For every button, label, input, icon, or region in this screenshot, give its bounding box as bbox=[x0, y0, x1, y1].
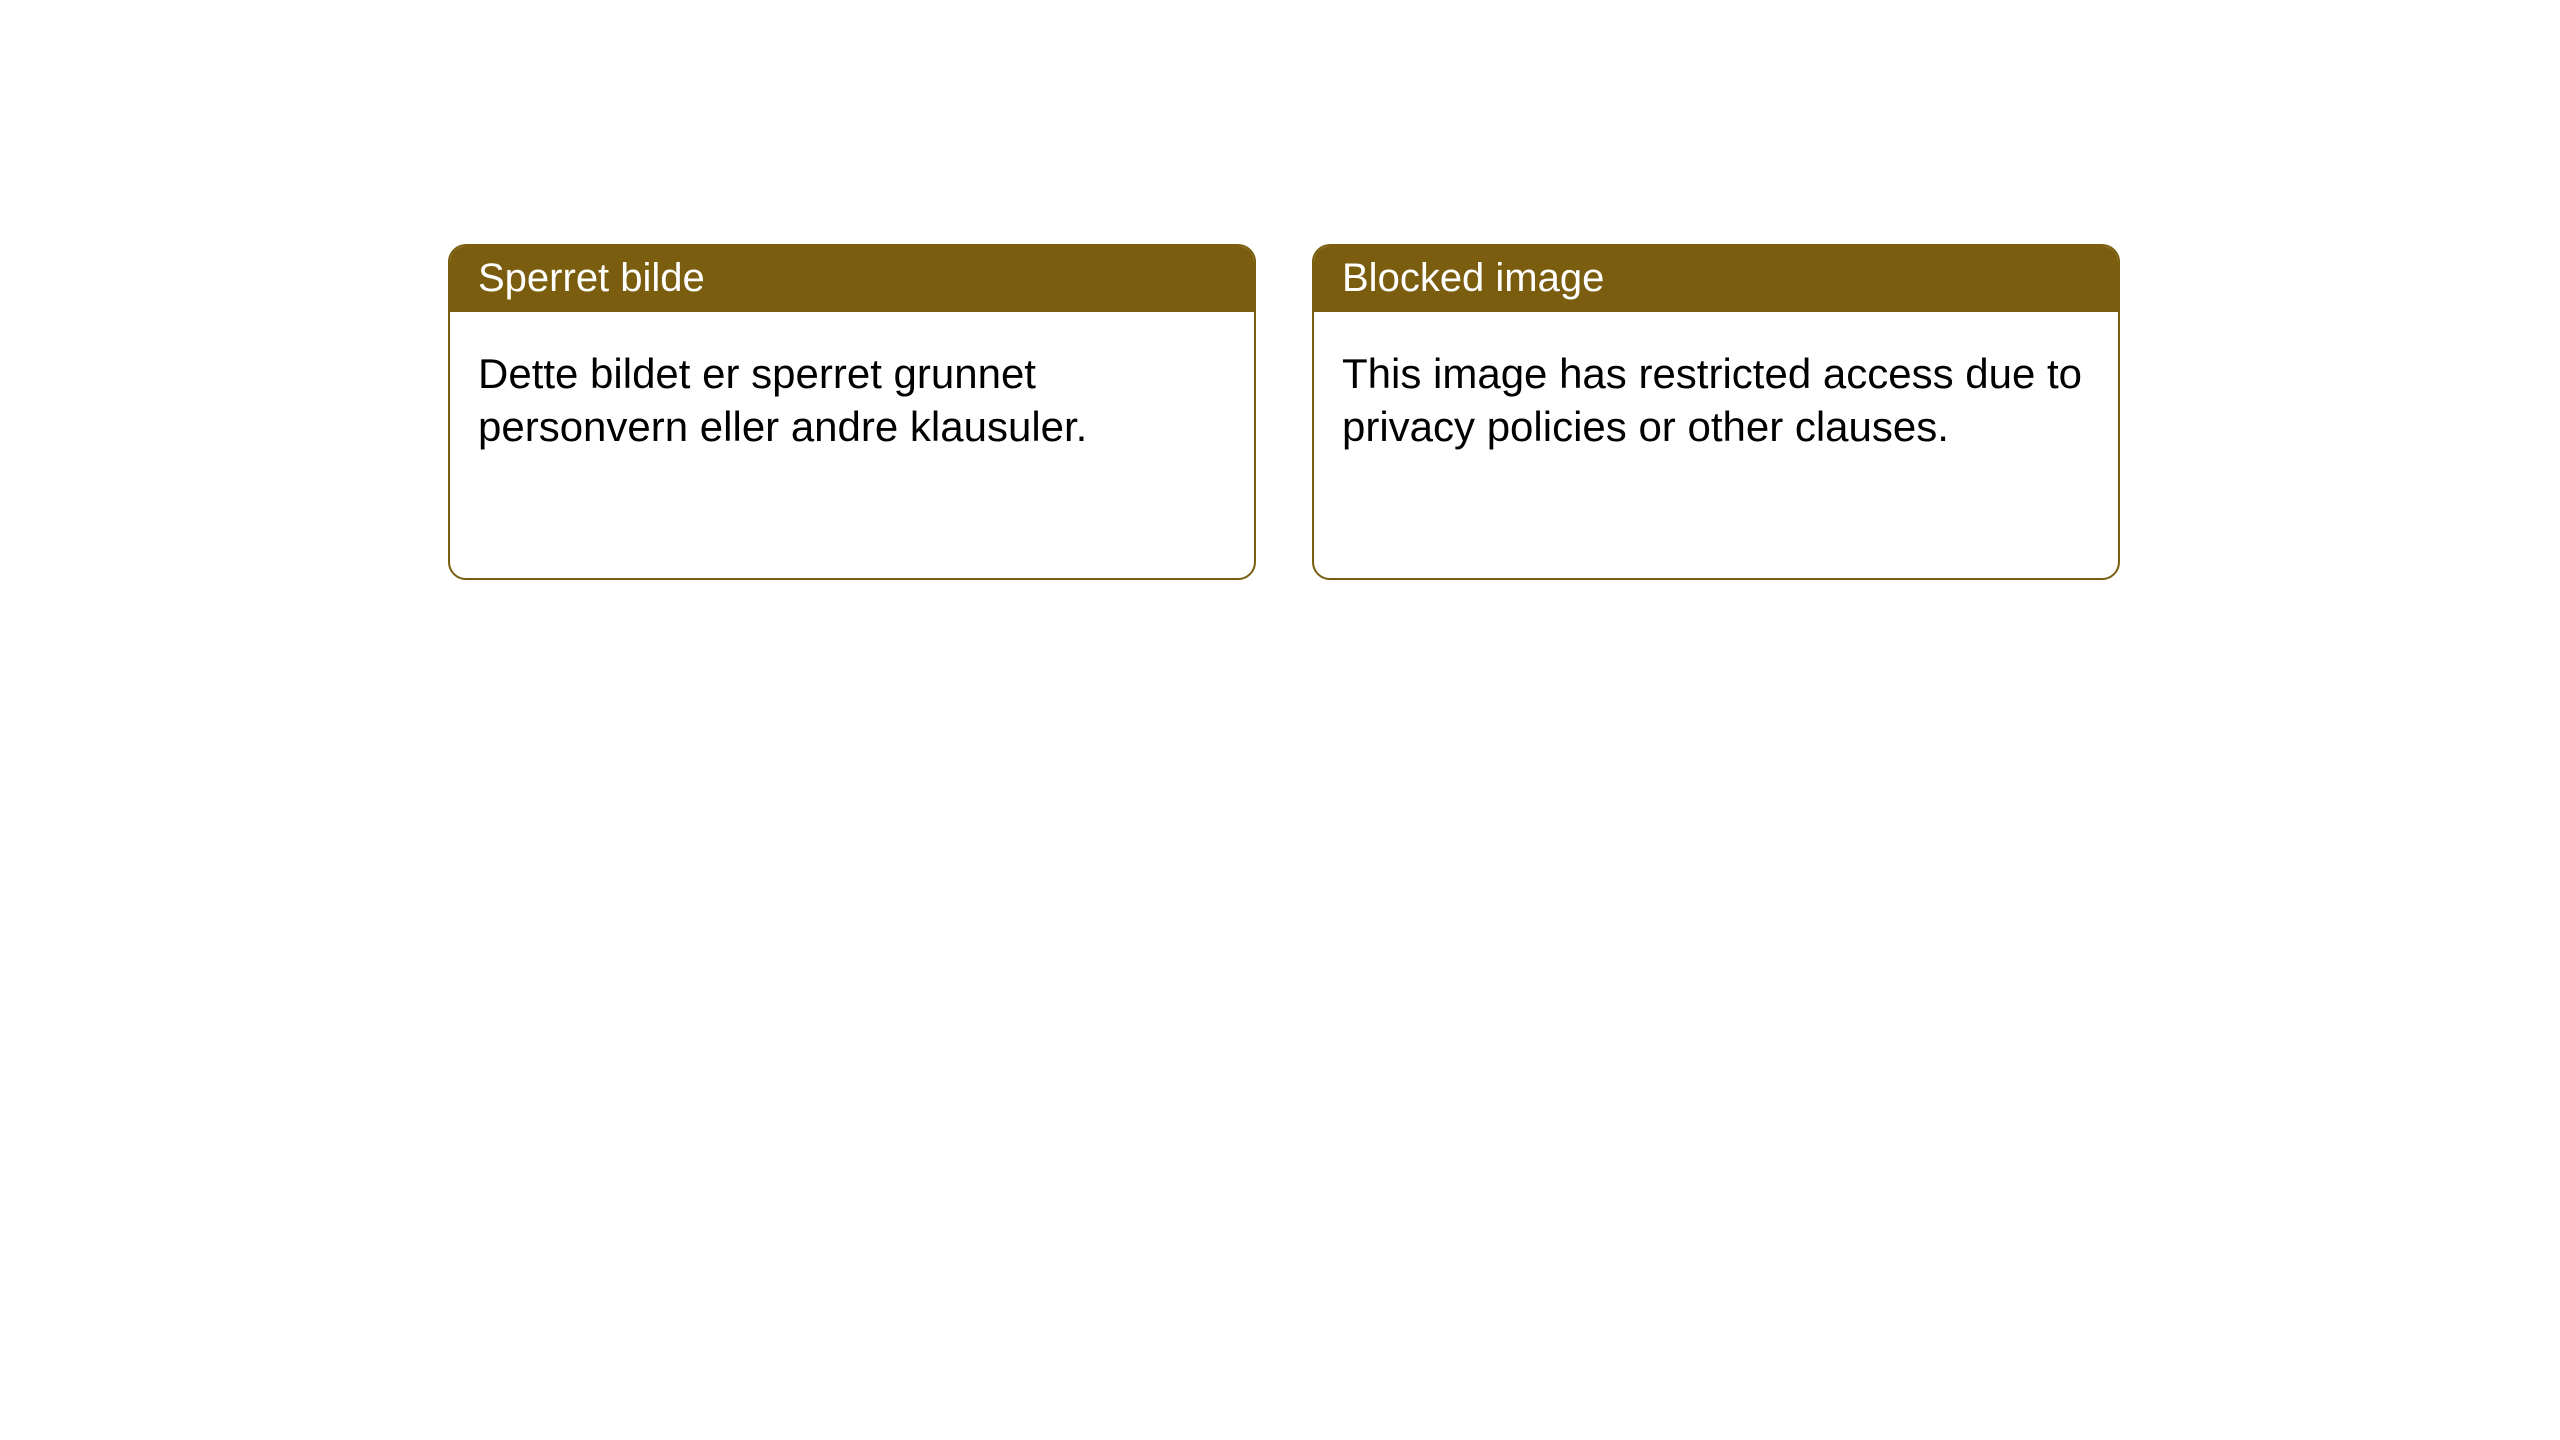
notice-container: Sperret bilde Dette bildet er sperret gr… bbox=[0, 0, 2560, 580]
notice-card-english: Blocked image This image has restricted … bbox=[1312, 244, 2120, 580]
notice-header-english: Blocked image bbox=[1314, 246, 2118, 312]
notice-card-norwegian: Sperret bilde Dette bildet er sperret gr… bbox=[448, 244, 1256, 580]
notice-header-norwegian: Sperret bilde bbox=[450, 246, 1254, 312]
notice-body-english: This image has restricted access due to … bbox=[1314, 312, 2118, 481]
notice-body-norwegian: Dette bildet er sperret grunnet personve… bbox=[450, 312, 1254, 481]
